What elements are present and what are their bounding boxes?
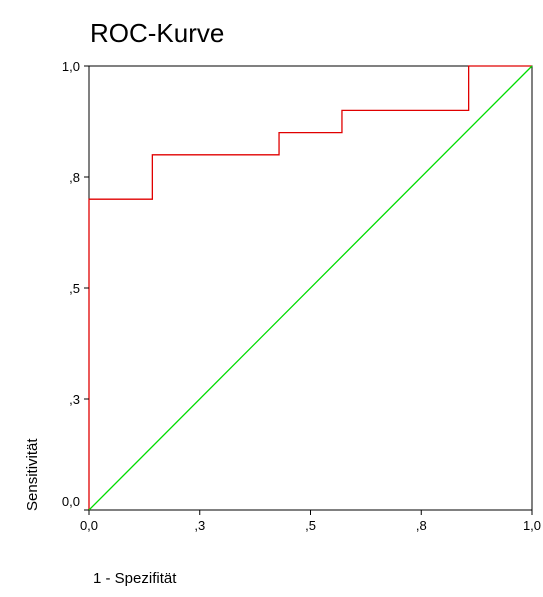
x-tick-label: ,3 (194, 518, 205, 533)
x-tick-label: ,8 (416, 518, 427, 533)
y-tick-label: ,5 (69, 281, 80, 296)
x-tick-label: 1,0 (523, 518, 541, 533)
y-tick-label: ,3 (69, 392, 80, 407)
chart-title: ROC-Kurve (90, 18, 224, 48)
reference-diagonal-line (88, 65, 533, 511)
roc-curve-line (88, 65, 532, 510)
series-layer (88, 65, 533, 511)
x-tick-label: ,5 (305, 518, 316, 533)
y-axis-label: Sensitivität (24, 438, 41, 511)
y-tick-label: 1,0 (62, 59, 80, 74)
x-axis-ticks: 0,0 ,3 ,5 ,8 1,0 (80, 510, 541, 533)
x-tick-label: 0,0 (80, 518, 98, 533)
x-axis-label: 1 - Spezifität (93, 570, 177, 587)
y-tick-label: ,8 (69, 170, 80, 185)
y-tick-label: 0,0 (62, 494, 80, 509)
y-axis-ticks: 0,0 ,3 ,5 ,8 1,0 (62, 59, 89, 511)
